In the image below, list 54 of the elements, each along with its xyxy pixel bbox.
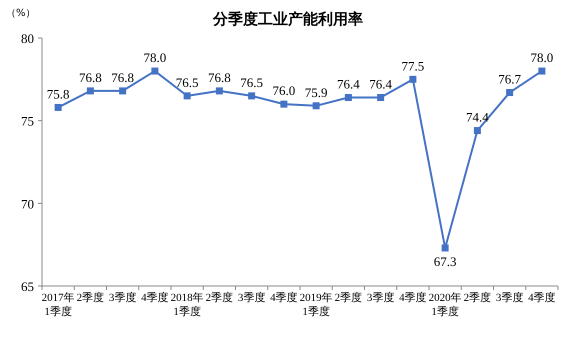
data-label: 76.5 (176, 74, 198, 90)
data-label: 76.8 (79, 70, 102, 85)
data-label: 74.4 (466, 110, 490, 125)
point (216, 87, 223, 94)
x-tick-label: 3季度 (108, 291, 136, 304)
x-tick-label: 2018年 1季度 (170, 292, 204, 318)
point (474, 127, 481, 134)
x-tick-label: 3季度 (496, 291, 524, 304)
y-tick-label: 70 (21, 196, 34, 212)
point (184, 92, 191, 100)
x-tick-label: 4季度 (141, 291, 169, 304)
y-tick-label: 80 (21, 31, 34, 46)
y-tick-label: 65 (21, 279, 34, 294)
point (119, 87, 126, 94)
point (312, 102, 320, 110)
x-tick-label: 4季度 (399, 291, 427, 304)
point (377, 94, 384, 102)
x-tick-label: 3季度 (238, 291, 266, 304)
data-label: 76.8 (111, 70, 134, 85)
y-tick-label: 75 (21, 114, 34, 129)
x-tick-label: 2季度 (464, 291, 492, 304)
data-label: 77.5 (402, 58, 424, 74)
x-tick-label: 2季度 (206, 291, 234, 304)
point (151, 68, 158, 75)
data-label: 76.4 (337, 76, 360, 92)
point (280, 100, 288, 108)
point (538, 68, 546, 75)
data-label: 76.4 (369, 76, 392, 92)
point (506, 89, 514, 96)
y-axis-title: （%） (6, 8, 36, 19)
x-tick-label: 4季度 (270, 291, 298, 304)
data-label: 76.5 (240, 74, 263, 90)
chart-title: 分季度工业产能利用率 (212, 10, 363, 28)
x-tick-label: 2季度 (334, 291, 362, 304)
x-tick-label: 2季度 (76, 291, 104, 304)
data-label: 78.0 (144, 50, 166, 66)
data-label: 78.0 (530, 50, 554, 66)
data-label: 75.8 (46, 86, 70, 102)
data-label: 76.8 (208, 70, 231, 85)
point (248, 92, 256, 100)
data-label: 76.7 (498, 72, 522, 87)
x-tick-label: 2019年 1季度 (300, 292, 333, 318)
x-tick-label: 3季度 (366, 291, 394, 304)
point (86, 87, 94, 94)
point (344, 94, 352, 102)
point (409, 76, 416, 83)
data-label: 75.9 (304, 84, 328, 100)
data-label: 67.3 (434, 254, 456, 269)
data-label: 76.0 (272, 83, 296, 98)
point (442, 244, 449, 252)
point (54, 104, 62, 111)
x-tick-label: 2020年 1季度 (428, 292, 462, 318)
x-tick-label: 4季度 (528, 291, 556, 304)
x-tick-label: 2017年 1季度 (42, 292, 75, 318)
